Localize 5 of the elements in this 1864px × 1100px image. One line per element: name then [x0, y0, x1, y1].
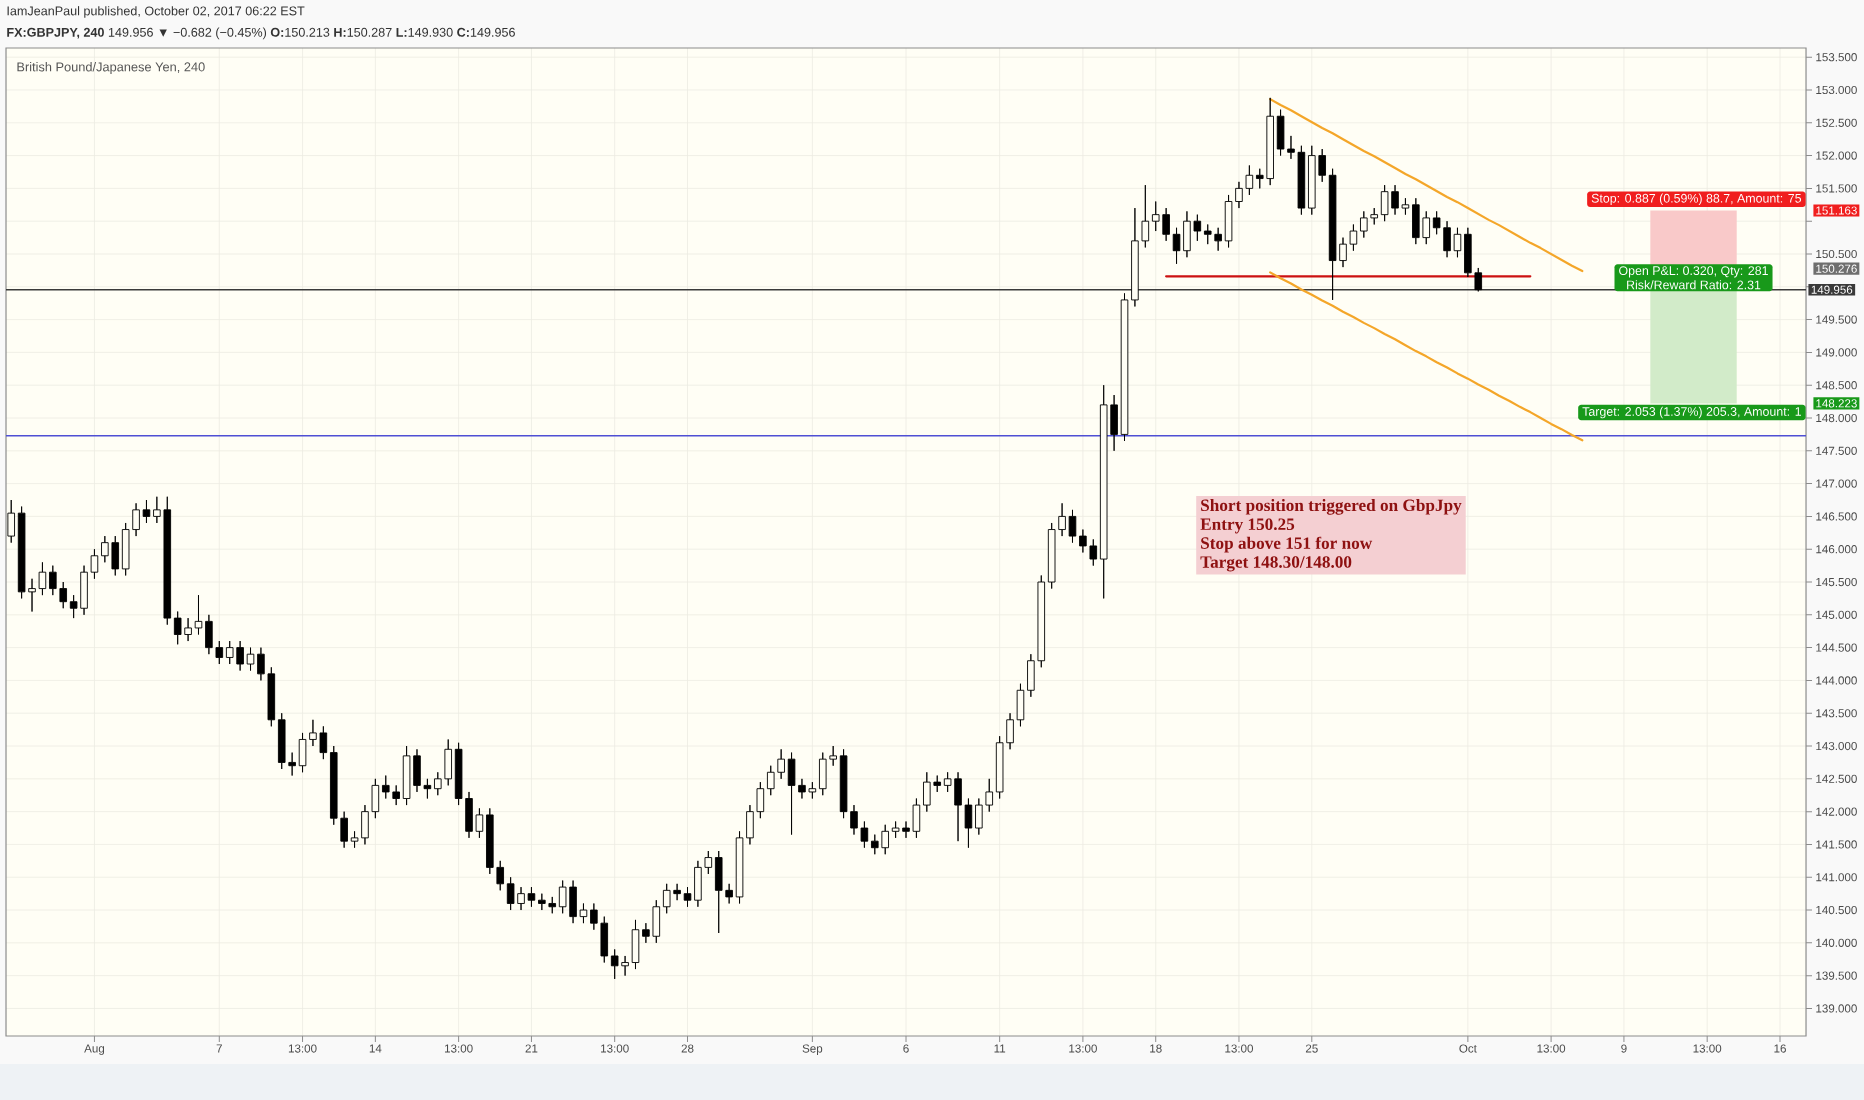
line-series	[1269, 271, 1584, 442]
annotation: Short position triggered on GbpJpy	[1201, 498, 1462, 515]
annotation: Target 148.30/148.00	[1200, 556, 1352, 572]
annotation: Stop above 151 for now	[1201, 536, 1373, 553]
annotation: Entry 150.25	[1200, 518, 1295, 534]
